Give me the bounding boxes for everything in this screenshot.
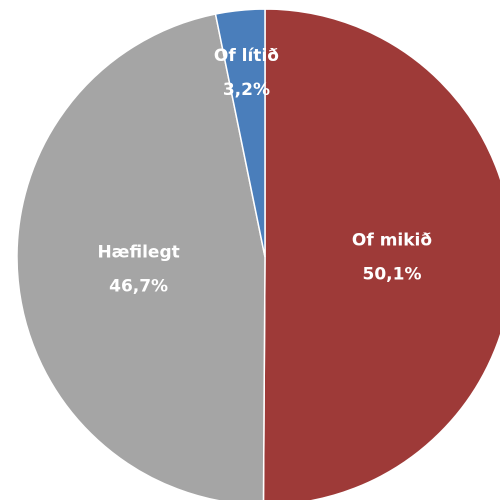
slice-category-label: Hæfilegt [97, 242, 179, 262]
pie-slice [16, 13, 266, 500]
pie-slice [214, 8, 266, 258]
pie-slice [262, 8, 500, 500]
slice-value-label: 46,7% [109, 276, 168, 296]
slice-value-label: 3,2% [223, 80, 270, 100]
slice-category-label: Of lítið [214, 46, 279, 66]
slice-category-label: Of mikið [352, 230, 432, 250]
slice-value-label: 50,1% [363, 264, 422, 284]
